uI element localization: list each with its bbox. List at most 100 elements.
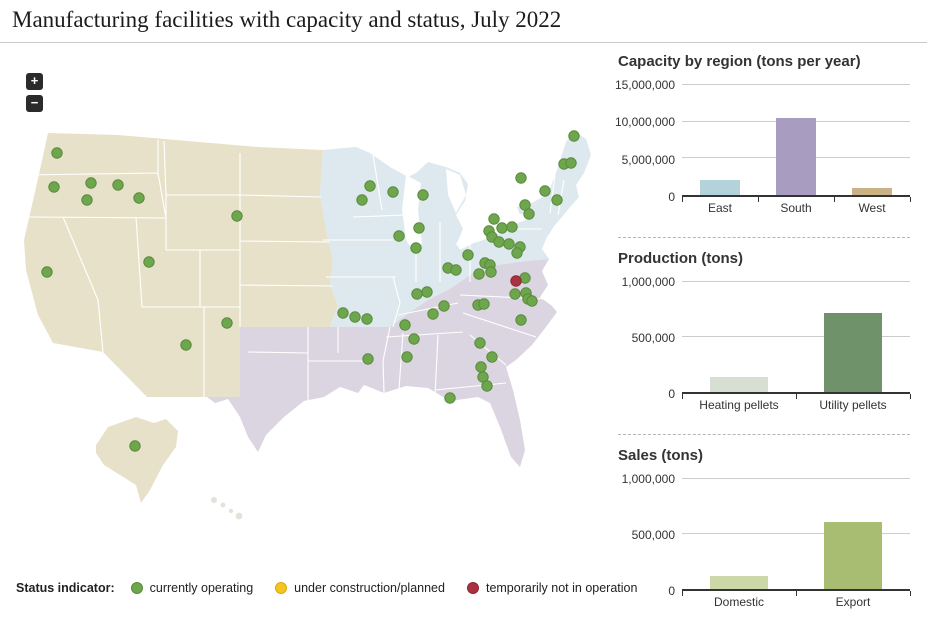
facility-dot-operating[interactable] [565,157,577,169]
x-category-label: Heating pellets [699,398,779,412]
y-tick-label: 0 [668,387,675,401]
bar-east[interactable] [699,180,740,195]
x-category-label: West [858,201,886,215]
facility-dot-operating[interactable] [481,380,493,392]
facility-dot-operating[interactable] [337,307,349,319]
us-facilities-map[interactable]: + − [8,45,608,575]
y-axis: 15,000,000 10,000,000 5,000,000 0 [614,78,682,204]
facility-dot-operating[interactable] [509,288,521,300]
region-south[interactable] [207,259,557,467]
chart-title: Sales (tons) [618,447,704,464]
under-construction-planned-dot-icon [275,582,288,594]
facility-dot-operating[interactable] [393,230,405,242]
facility-dot-operating[interactable] [362,353,374,365]
status-indicator-legend: Status indicator: currently operating und… [16,581,659,595]
facility-dot-operating[interactable] [417,189,429,201]
temporarily-not-in-operation-dot-icon [466,582,479,594]
facility-dot-operating[interactable] [413,222,425,234]
x-axis-tick [796,591,797,596]
facility-dot-operating[interactable] [221,317,233,329]
y-tick-label: 15,000,000 [614,78,675,92]
region-alaska[interactable] [96,417,178,503]
bar-west[interactable] [852,187,892,195]
facility-dot-operating[interactable] [85,177,97,189]
bar-south[interactable] [776,118,816,195]
facility-dot-operating[interactable] [474,337,486,349]
facility-dot-operating[interactable] [41,266,53,278]
facility-dot-operating[interactable] [486,351,498,363]
facility-dot-operating[interactable] [493,236,505,248]
facility-dot-operating[interactable] [421,286,433,298]
facility-dot-operating[interactable] [51,147,63,159]
facility-dot-operating[interactable] [133,192,145,204]
facility-dot-operating[interactable] [496,222,508,234]
facility-dot-operating[interactable] [427,308,439,320]
facility-dot-operating[interactable] [503,238,515,250]
legend-item-label: under construction/planned [294,581,445,595]
map-zoom-out-button[interactable]: − [26,95,43,112]
facility-dot-operating[interactable] [361,313,373,325]
x-axis: Heating pellets Utility pellets [682,394,910,418]
facility-dot-operating[interactable] [515,314,527,326]
facility-dot-operating[interactable] [475,361,487,373]
facility-dot-operating[interactable] [399,319,411,331]
facility-dot-operating[interactable] [48,181,60,193]
facility-dot-operating[interactable] [438,300,450,312]
facility-dot-operating[interactable] [488,213,500,225]
facility-dot-operating[interactable] [81,194,93,206]
bar-export[interactable] [824,521,882,589]
facility-dot-operating[interactable] [462,249,474,261]
facility-dot-operating[interactable] [506,221,518,233]
bar-utility-pellets[interactable] [824,312,882,392]
legend-item-temporarily-not-in-operation: temporarily not in operation [466,581,638,595]
gridline [682,336,910,337]
bar-domestic[interactable] [710,575,768,589]
facility-dot-operating[interactable] [364,180,376,192]
x-axis-tick [910,394,911,399]
facility-dot-operating[interactable] [180,339,192,351]
facility-dot-operating[interactable] [515,172,527,184]
facility-dot-operating[interactable] [473,268,485,280]
facility-dot-operating[interactable] [408,333,420,345]
legend-items: currently operating under construction/pl… [130,581,660,595]
y-tick-label: 10,000,000 [614,115,675,130]
facility-dot-operating[interactable] [551,194,563,206]
facility-dot-operating[interactable] [356,194,368,206]
region-east[interactable] [320,131,591,327]
facility-dot-operating[interactable] [485,266,497,278]
production-chart: Production (tons) 1,000,000 500,000 0 Heat… [618,250,911,418]
facility-dot-operating[interactable] [526,295,538,307]
facility-dot-operating[interactable] [523,208,535,220]
facility-dot-operating[interactable] [444,392,456,404]
region-west[interactable] [24,133,338,397]
facility-dot-operating[interactable] [349,311,361,323]
facility-dot-operating[interactable] [387,186,399,198]
facility-dot-operating[interactable] [231,210,243,222]
facility-dot-operating[interactable] [129,440,141,452]
x-axis-tick [833,197,835,202]
capacity-by-region-chart: Capacity by region (tons per year) 15,00… [614,53,911,221]
y-tick-label: 500,000 [631,331,675,345]
bar-heating-pellets[interactable] [710,376,768,392]
facility-dot-operating[interactable] [401,351,413,363]
facility-dot-operating[interactable] [112,179,124,191]
facility-dot-operating[interactable] [478,298,490,310]
facility-dot-operating[interactable] [568,130,580,142]
x-category-label: Utility pellets [819,398,887,412]
sales-chart: Sales (tons) 1,000,000 500,000 0 Domestic E… [618,447,911,615]
facility-dot-operating[interactable] [450,264,462,276]
facility-dot-operating[interactable] [411,288,423,300]
map-canvas[interactable] [8,45,608,575]
charts-sidebar: Capacity by region (tons per year) 15,00… [614,46,911,615]
facility-dot-operating[interactable] [511,247,523,259]
plot-area [682,281,911,399]
legend-item-label: temporarily not in operation [485,581,638,595]
y-tick-label: 0 [668,190,675,204]
legend-item-currently-operating: currently operating [130,581,253,595]
facility-dot-not-operating[interactable] [510,275,522,287]
facility-dot-operating[interactable] [410,242,422,254]
map-zoom-in-button[interactable]: + [26,73,43,90]
gridline [682,533,910,534]
facility-dot-operating[interactable] [143,256,155,268]
facility-dot-operating[interactable] [539,185,551,197]
